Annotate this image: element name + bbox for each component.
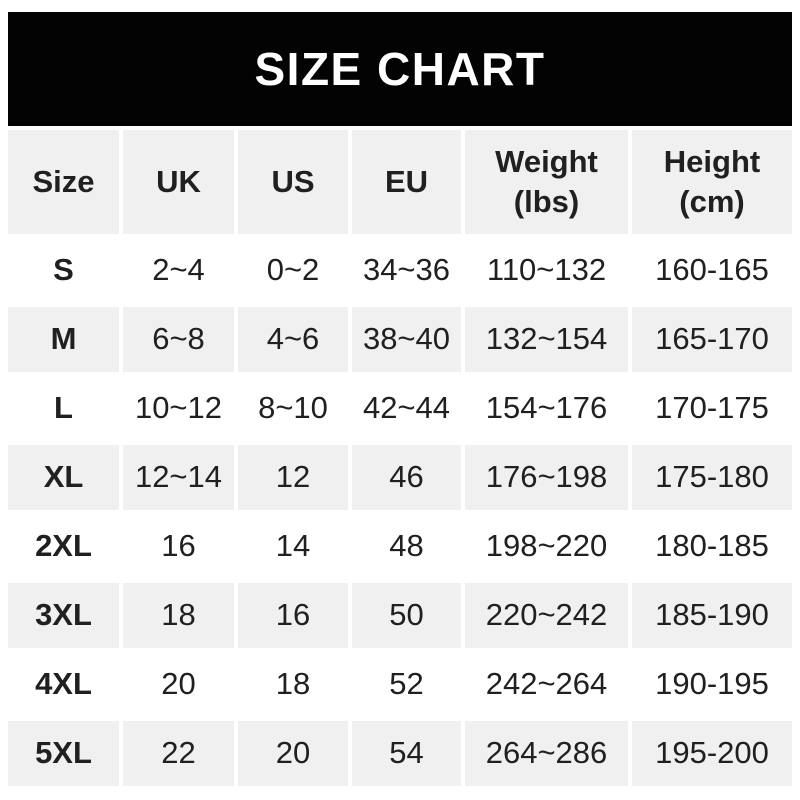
cell-uk: 2~4 (123, 238, 234, 303)
col-header-eu: EU (352, 130, 461, 234)
cell-height: 160-165 (632, 238, 792, 303)
cell-weight: 154~176 (465, 376, 628, 441)
col-header-label: Height (663, 143, 761, 179)
cell-eu: 38~40 (352, 307, 461, 372)
cell-uk: 20 (123, 652, 234, 717)
cell-height: 185-190 (632, 583, 792, 648)
cell-uk: 18 (123, 583, 234, 648)
cell-us: 20 (238, 721, 348, 786)
col-header-label: Weight (495, 143, 598, 179)
banner: SIZE CHART (8, 12, 792, 126)
cell-us: 18 (238, 652, 348, 717)
cell-us: 0~2 (238, 238, 348, 303)
col-header-us: US (238, 130, 348, 234)
cell-size: 4XL (8, 652, 119, 717)
cell-uk: 10~12 (123, 376, 234, 441)
col-header-label: Size (32, 163, 95, 199)
cell-eu: 54 (352, 721, 461, 786)
cell-us: 16 (238, 583, 348, 648)
size-table: Size UK US EU Weight (lbs) Height (cm) (8, 130, 792, 786)
cell-height: 190-195 (632, 652, 792, 717)
cell-eu: 52 (352, 652, 461, 717)
col-header-height: Height (cm) (632, 130, 792, 234)
col-header-label: UK (156, 163, 201, 199)
cell-size: XL (8, 445, 119, 510)
cell-us: 12 (238, 445, 348, 510)
cell-weight: 264~286 (465, 721, 628, 786)
cell-size: S (8, 238, 119, 303)
cell-weight: 220~242 (465, 583, 628, 648)
cell-weight: 242~264 (465, 652, 628, 717)
cell-height: 165-170 (632, 307, 792, 372)
col-header-uk: UK (123, 130, 234, 234)
cell-us: 14 (238, 514, 348, 579)
cell-us: 4~6 (238, 307, 348, 372)
cell-height: 175-180 (632, 445, 792, 510)
cell-size: 2XL (8, 514, 119, 579)
cell-size: 5XL (8, 721, 119, 786)
cell-eu: 46 (352, 445, 461, 510)
col-header-unit: (lbs) (513, 184, 580, 219)
cell-uk: 22 (123, 721, 234, 786)
col-header-weight: Weight (lbs) (465, 130, 628, 234)
cell-eu: 48 (352, 514, 461, 579)
cell-weight: 198~220 (465, 514, 628, 579)
cell-uk: 12~14 (123, 445, 234, 510)
cell-weight: 176~198 (465, 445, 628, 510)
cell-size: L (8, 376, 119, 441)
col-header-size: Size (8, 130, 119, 234)
cell-eu: 42~44 (352, 376, 461, 441)
cell-us: 8~10 (238, 376, 348, 441)
col-header-unit: (cm) (679, 184, 745, 219)
cell-eu: 34~36 (352, 238, 461, 303)
cell-weight: 110~132 (465, 238, 628, 303)
col-header-label: EU (384, 163, 429, 199)
cell-eu: 50 (352, 583, 461, 648)
cell-height: 195-200 (632, 721, 792, 786)
cell-height: 180-185 (632, 514, 792, 579)
page-title: SIZE CHART (254, 43, 546, 95)
cell-height: 170-175 (632, 376, 792, 441)
col-header-label: US (271, 163, 315, 199)
cell-size: M (8, 307, 119, 372)
cell-uk: 16 (123, 514, 234, 579)
cell-size: 3XL (8, 583, 119, 648)
cell-uk: 6~8 (123, 307, 234, 372)
cell-weight: 132~154 (465, 307, 628, 372)
